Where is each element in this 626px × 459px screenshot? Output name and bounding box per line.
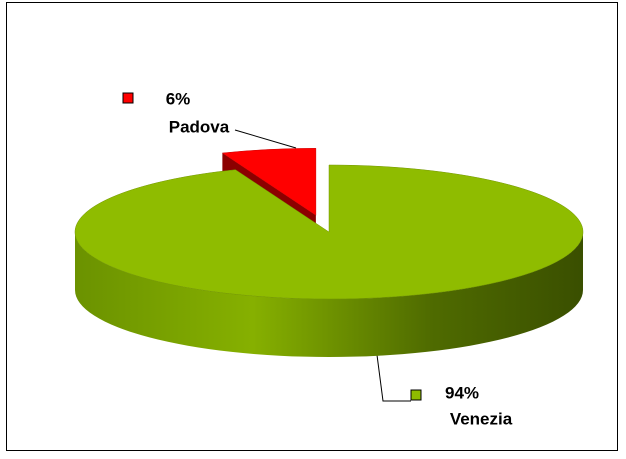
slice-side: [75, 232, 583, 357]
pie: [74, 148, 584, 357]
slice: [74, 164, 584, 300]
data-label: 6%: [166, 89, 191, 108]
category-label: Venezia: [450, 409, 513, 428]
labels: 6% Padova 94% Venezia: [122, 89, 513, 428]
legend-key: [410, 389, 422, 401]
category-label: Padova: [169, 117, 230, 136]
legend-key: [122, 92, 134, 104]
leader-line: [376, 354, 411, 402]
data-label: 94%: [445, 383, 479, 402]
slice: [221, 148, 317, 216]
leader-line: [234, 129, 297, 149]
